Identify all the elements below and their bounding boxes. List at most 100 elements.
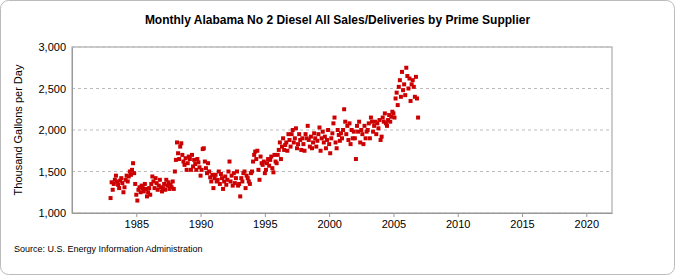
point <box>380 135 384 139</box>
x-tick: 2015 <box>510 213 534 230</box>
point <box>300 136 304 140</box>
x-tick: 2000 <box>317 213 341 230</box>
point <box>218 182 222 186</box>
point <box>398 78 402 82</box>
point <box>216 178 220 182</box>
point <box>346 138 350 142</box>
point <box>366 128 370 132</box>
point <box>248 182 252 186</box>
point <box>186 161 190 165</box>
point <box>404 66 408 70</box>
point <box>310 146 314 150</box>
point <box>275 161 279 165</box>
point <box>259 155 263 159</box>
point <box>177 157 181 161</box>
point <box>355 124 359 128</box>
point <box>279 157 283 161</box>
point <box>264 168 268 172</box>
x-tick-label: 2015 <box>510 218 534 230</box>
point <box>416 116 420 120</box>
point <box>200 168 204 172</box>
point <box>122 185 126 189</box>
point <box>296 142 300 146</box>
point <box>414 75 418 79</box>
point <box>403 93 407 97</box>
point <box>221 187 225 191</box>
point <box>335 146 339 150</box>
point <box>361 142 365 146</box>
point <box>334 140 338 144</box>
point <box>132 171 136 175</box>
point <box>327 142 331 146</box>
point <box>301 142 305 146</box>
point <box>391 111 395 115</box>
background <box>1 1 675 275</box>
point <box>381 116 385 120</box>
point <box>240 179 244 183</box>
y-tick-label: 3,000 <box>38 41 66 53</box>
point <box>353 136 357 140</box>
point <box>288 138 292 142</box>
plot: 1,0001,5002,0002,5003,000198519901995200… <box>38 41 612 230</box>
point <box>331 121 335 125</box>
point <box>293 136 297 140</box>
point <box>117 186 121 190</box>
point <box>278 140 282 144</box>
point <box>163 188 167 192</box>
point <box>357 120 361 124</box>
y-tick: 3,000 <box>38 41 72 53</box>
x-tick: 1990 <box>189 213 213 230</box>
point <box>325 138 329 142</box>
point <box>119 176 123 180</box>
point <box>171 179 175 183</box>
point <box>254 157 258 161</box>
x-tick-label: 1985 <box>125 218 149 230</box>
point <box>289 145 293 149</box>
point <box>340 136 344 140</box>
point <box>321 130 325 134</box>
markers <box>109 66 421 203</box>
point <box>374 132 378 136</box>
x-axis: 19851990199520002005201020152020 <box>73 213 613 230</box>
x-tick: 2020 <box>575 213 599 230</box>
point <box>400 70 404 74</box>
point <box>394 96 398 100</box>
point <box>270 166 274 170</box>
point <box>314 145 318 149</box>
point <box>196 160 200 164</box>
point <box>176 151 180 155</box>
point <box>199 174 203 178</box>
point <box>229 179 233 183</box>
point <box>306 124 310 128</box>
point <box>235 170 239 174</box>
point <box>409 99 413 103</box>
x-tick-mark <box>265 213 266 217</box>
point <box>292 140 296 144</box>
point <box>226 170 230 174</box>
title: Monthly Alabama No 2 Diesel All Sales/De… <box>145 13 531 27</box>
y-tick: 1,000 <box>38 207 72 219</box>
x-tick-label: 1990 <box>189 218 213 230</box>
point <box>415 96 419 100</box>
point <box>175 140 179 144</box>
point <box>255 149 259 153</box>
grid-line <box>72 47 612 48</box>
point <box>143 182 147 186</box>
point <box>347 121 351 125</box>
point <box>349 142 353 146</box>
point <box>295 146 299 150</box>
point <box>369 116 373 120</box>
point <box>135 199 139 203</box>
y-tick: 2,500 <box>38 83 72 95</box>
point <box>333 116 337 120</box>
x-tick-mark <box>458 213 459 217</box>
point <box>158 178 162 182</box>
y-axis-line <box>72 48 73 214</box>
grid-line <box>72 213 612 214</box>
point <box>383 111 387 115</box>
point <box>412 85 416 89</box>
point <box>148 193 152 197</box>
point <box>359 128 363 132</box>
source: Source: U.S. Energy Information Administ… <box>14 244 203 254</box>
point <box>257 178 261 182</box>
